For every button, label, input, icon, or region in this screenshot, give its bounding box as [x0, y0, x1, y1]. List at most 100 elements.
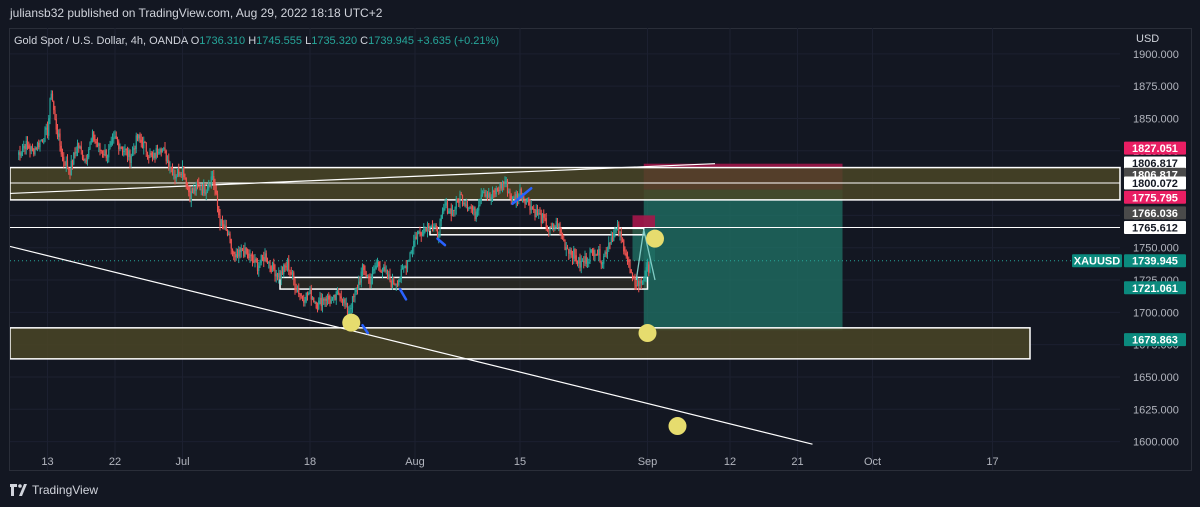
candle-body	[43, 141, 45, 143]
candle-body	[84, 160, 86, 162]
candle-body	[486, 194, 489, 198]
candle-body	[275, 273, 277, 277]
candle-body	[428, 223, 430, 228]
candle-body	[504, 182, 506, 184]
candle-body	[265, 253, 267, 262]
candle-body	[516, 194, 519, 200]
candle-body	[546, 228, 549, 230]
candle-body	[406, 261, 409, 269]
candle-body	[601, 263, 604, 265]
candle-body	[315, 301, 317, 309]
candle-body	[193, 188, 195, 194]
candle-body	[468, 208, 470, 210]
candle-body	[305, 292, 307, 302]
candle-body	[334, 295, 336, 300]
candle-body	[444, 205, 446, 209]
candle-body	[416, 233, 419, 240]
candle-body	[631, 272, 634, 276]
candle-body	[541, 213, 544, 223]
price-axis-label-8: 1721.061	[1124, 281, 1186, 295]
candle-body	[63, 156, 65, 162]
price-axis-label-4: 1775.795	[1124, 190, 1186, 204]
y-tick-label: 1600.000	[1133, 437, 1179, 449]
zone-demand-3	[10, 327, 1031, 360]
candle-body	[124, 149, 126, 151]
candle-body	[553, 224, 555, 229]
y-tick-label: 1750.000	[1133, 243, 1179, 255]
candle-body	[335, 291, 337, 300]
candle-body	[609, 242, 611, 244]
price-axis-label-bg	[1124, 206, 1186, 220]
plot-area	[10, 28, 1121, 470]
candle-body	[148, 156, 150, 158]
candle-body	[76, 143, 79, 152]
candle-body	[473, 207, 475, 211]
chart-legend: Gold Spot / U.S. Dollar, 4h, OANDA O1736…	[14, 35, 499, 47]
candle-body	[649, 265, 651, 273]
candle-body	[359, 281, 361, 283]
candle-body	[199, 184, 201, 190]
candle-body	[250, 255, 252, 257]
candle-body	[266, 261, 269, 264]
candle-body	[291, 272, 294, 275]
candle-body	[41, 140, 44, 143]
tradingview-logo-icon	[10, 484, 27, 496]
candle-body	[596, 254, 599, 256]
marker-circle-1	[646, 229, 664, 248]
candle-body	[618, 224, 620, 236]
candle-body	[433, 226, 435, 228]
candle-body	[634, 277, 636, 286]
price-axis-label-text: 1800.072	[1132, 178, 1178, 190]
candle-body	[204, 184, 206, 195]
marker-circle-0	[342, 313, 361, 332]
candle-body	[538, 213, 540, 215]
candle-body	[460, 193, 462, 195]
candle-body	[225, 225, 227, 231]
candle-body	[608, 242, 610, 249]
candle-body	[38, 142, 40, 148]
candle-body	[355, 288, 357, 293]
candle-body	[425, 227, 427, 232]
candle-body	[510, 195, 512, 202]
candle-body	[196, 182, 199, 184]
y-tick-label: 1900.000	[1133, 49, 1179, 61]
price-axis-label-text: 1806.817	[1132, 158, 1178, 170]
candle-body	[383, 266, 385, 272]
candle-body	[333, 295, 335, 298]
candle-body	[418, 231, 420, 234]
candle-body	[279, 273, 281, 280]
candle-body	[98, 143, 100, 146]
candle-body	[28, 145, 30, 149]
candle-body	[53, 101, 55, 111]
candle-body	[113, 137, 115, 140]
candle-body	[325, 298, 327, 301]
candle-body	[208, 184, 210, 189]
candle-body	[91, 131, 94, 139]
candle-body	[353, 296, 355, 298]
candle-body	[296, 288, 299, 291]
candle-body	[50, 93, 52, 99]
candle-body	[356, 288, 359, 290]
candle-body	[94, 140, 96, 142]
price-axis-label-5: 1766.036	[1124, 206, 1186, 220]
candle-body	[403, 267, 405, 269]
candle-body	[448, 211, 450, 214]
candle-body	[23, 145, 25, 149]
candle-body	[61, 154, 64, 157]
candle-body	[210, 176, 212, 186]
price-axis-label-text: 1775.795	[1132, 192, 1178, 204]
y-tick-label: 1625.000	[1133, 404, 1179, 416]
candle-body	[349, 308, 351, 312]
candle-body	[523, 196, 525, 200]
candle-body	[613, 233, 615, 242]
candle-body	[488, 193, 490, 198]
candle-body	[458, 200, 460, 203]
candle-body	[581, 260, 584, 262]
candle-body	[626, 256, 629, 260]
candle-body	[490, 196, 492, 200]
x-tick-label: Aug	[405, 456, 425, 468]
legend-close: 1739.945	[368, 35, 417, 47]
candle-body	[125, 149, 127, 151]
candle-body	[633, 275, 635, 278]
